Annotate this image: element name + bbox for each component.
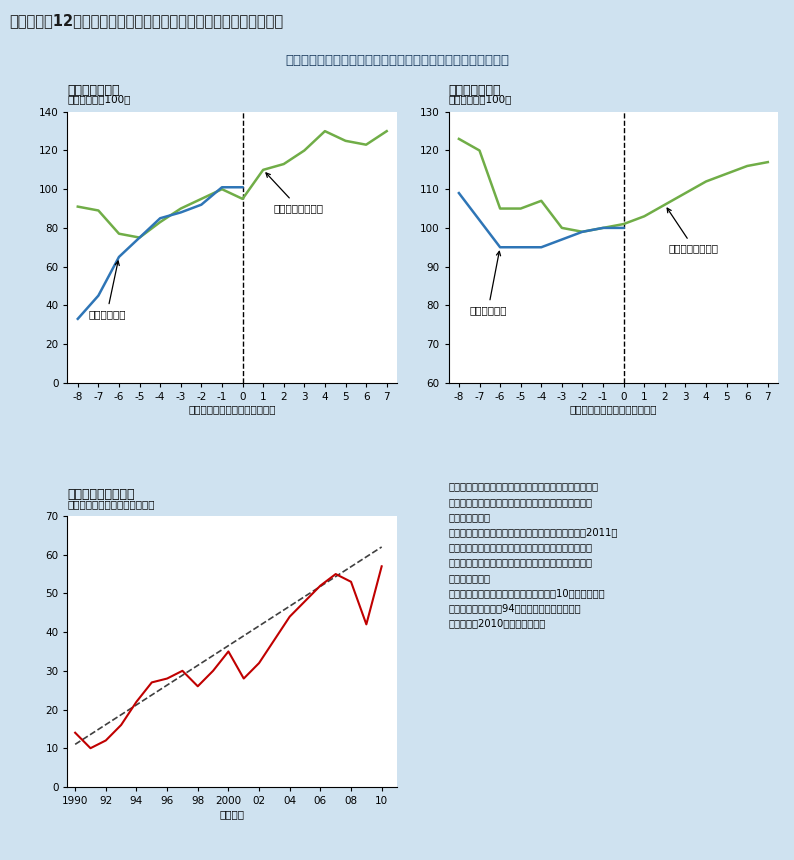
Text: 東日本大震災: 東日本大震災 <box>469 251 507 316</box>
Text: （国内投資に対する比率、％）: （国内投資に対する比率、％） <box>67 499 155 509</box>
X-axis label: （災害発生からの経過四半期）: （災害発生からの経過四半期） <box>569 404 657 415</box>
Text: （２）設備投資: （２）設備投資 <box>449 84 501 97</box>
X-axis label: （年度）: （年度） <box>220 808 245 819</box>
Text: 震災後の企業収益の停滞が設備投資を下押しするリスクに注意: 震災後の企業収益の停滞が設備投資を下押しするリスクに注意 <box>285 54 509 67</box>
Text: （３）海外投資比率: （３）海外投資比率 <box>67 488 135 501</box>
Text: 阪神・淡路大震災: 阪神・淡路大震災 <box>667 208 719 254</box>
Text: （１）企業収益: （１）企業収益 <box>67 84 120 97</box>
Text: 阪神・淡路大震災: 阪神・淡路大震災 <box>266 173 323 212</box>
Text: （被災前期＝100）: （被災前期＝100） <box>449 95 512 105</box>
Text: 東日本大震災: 東日本大震災 <box>88 261 125 319</box>
X-axis label: （災害発生からの経過四半期）: （災害発生からの経過四半期） <box>188 404 276 415</box>
Text: （備考）１．財務省「法人企業統計季報」、日本政策投
　　　　　資銀行「全国設備投資計画調査」により作
　　　　　成。
　　　　２．（１）（２）図は季節調整値。な: （備考）１．財務省「法人企業統計季報」、日本政策投 資銀行「全国設備投資計画調査… <box>449 482 618 629</box>
Text: （被災前期＝100）: （被災前期＝100） <box>67 95 131 105</box>
Text: 第１－１－12図　震災発生後の企業収益と設備投資、海外投資比率: 第１－１－12図 震災発生後の企業収益と設備投資、海外投資比率 <box>10 13 283 28</box>
